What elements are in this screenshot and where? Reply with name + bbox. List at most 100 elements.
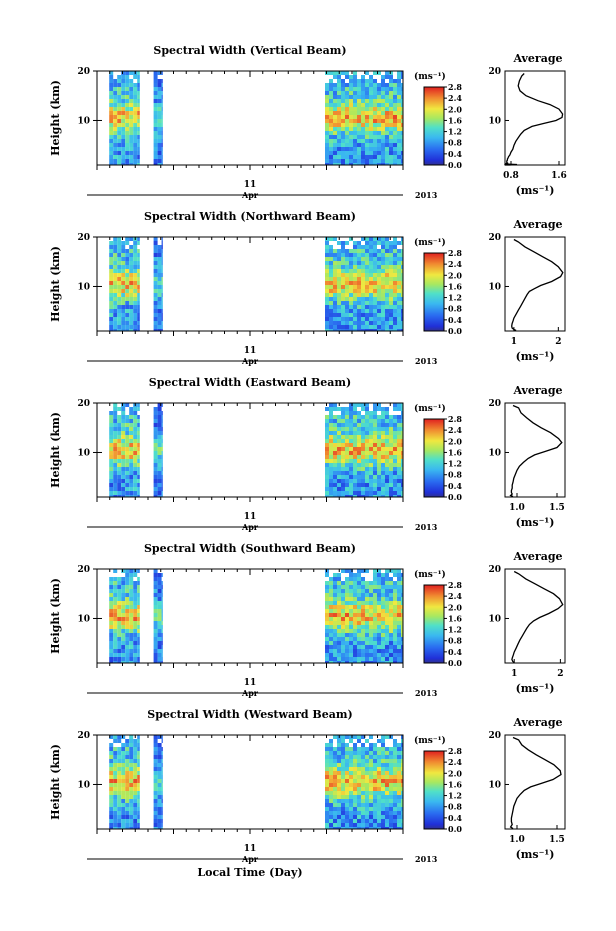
heatmap-cell <box>153 95 158 99</box>
heatmap-cell <box>329 305 333 309</box>
heatmap-cell <box>385 293 389 297</box>
heatmap-cell <box>369 645 373 649</box>
heatmap-cell <box>357 245 361 249</box>
heatmap-cell <box>345 75 349 79</box>
heatmap-cell <box>129 139 134 143</box>
heatmap-cell <box>389 451 393 455</box>
heatmap-cell <box>369 787 373 791</box>
heatmap-cell <box>125 471 130 475</box>
heatmap-cell <box>365 823 369 827</box>
heatmap-cell <box>361 601 365 605</box>
heatmap-cell <box>133 763 138 767</box>
heatmap-cell <box>393 91 397 95</box>
heatmap-cell <box>397 139 401 143</box>
heatmap-cell <box>381 151 385 155</box>
heatmap-cell <box>393 479 397 483</box>
heatmap-cell <box>337 415 341 419</box>
heatmap-cell <box>129 273 134 277</box>
heatmap-cell <box>397 827 401 829</box>
heatmap-cell <box>157 459 162 463</box>
heatmap-cell <box>329 589 333 593</box>
heatmap-cell <box>373 115 377 119</box>
heatmap-cell <box>137 249 140 253</box>
heatmap-cell <box>385 91 389 95</box>
heatmap-cell <box>117 249 122 253</box>
heatmap-cell <box>157 427 162 431</box>
heatmap-cell <box>397 281 401 285</box>
heatmap-cell <box>161 641 163 645</box>
heatmap-cell <box>133 807 138 811</box>
heatmap-cell <box>401 159 403 163</box>
heatmap-cell <box>389 791 393 795</box>
profile-y-tick-label: 10 <box>488 448 501 458</box>
profile-y-tick-label: 10 <box>488 282 501 292</box>
heatmap-cell <box>389 75 393 79</box>
colorbar-tick-label: 2.4 <box>448 425 462 435</box>
heatmap-cell <box>133 495 138 497</box>
heatmap-cell <box>121 795 126 799</box>
heatmap-cell <box>129 159 134 163</box>
heatmap-cell <box>357 799 361 803</box>
heatmap-cell <box>129 755 134 759</box>
heatmap-cell <box>345 91 349 95</box>
heatmap-cell <box>389 637 393 641</box>
heatmap-cell <box>109 645 114 649</box>
heatmap-cell <box>109 787 114 791</box>
heatmap-cell <box>121 819 126 823</box>
heatmap-cell <box>121 629 126 633</box>
heatmap-cell <box>393 467 397 471</box>
heatmap-cell <box>121 87 126 91</box>
heatmap-cell <box>137 649 140 653</box>
heatmap-cell <box>113 799 118 803</box>
heatmap-cell <box>341 771 345 775</box>
heatmap-cell <box>333 811 337 815</box>
heatmap-cell <box>401 759 403 763</box>
heatmap-cell <box>161 491 163 495</box>
heatmap-cell <box>381 633 385 637</box>
heatmap-cell <box>121 269 126 273</box>
heatmap-cell <box>121 645 126 649</box>
heatmap-cell <box>129 107 134 111</box>
heatmap-cell <box>161 127 163 131</box>
heatmap-cell <box>373 653 377 657</box>
heatmap-cell <box>341 475 345 479</box>
heatmap-cell <box>377 99 381 103</box>
heatmap-cell <box>349 87 353 91</box>
heatmap-cell <box>133 115 138 119</box>
heatmap-cell <box>133 641 138 645</box>
heatmap-cell <box>369 495 373 497</box>
heatmap-cell <box>113 751 118 755</box>
heatmap-cell <box>157 491 162 495</box>
heatmap-cell <box>157 759 162 763</box>
heatmap-cell <box>109 775 114 779</box>
heatmap-cell <box>377 767 381 771</box>
heatmap-cell <box>125 743 130 747</box>
heatmap-cell <box>133 277 138 281</box>
heatmap-cell <box>325 605 329 609</box>
heatmap-cell <box>341 419 345 423</box>
heatmap-cell <box>337 823 341 827</box>
heatmap-cell <box>353 819 357 823</box>
heatmap-cell <box>121 423 126 427</box>
heatmap-cell <box>329 435 333 439</box>
profile-line <box>511 238 564 332</box>
heatmap-cell <box>357 657 361 661</box>
heatmap-cell <box>365 739 369 743</box>
heatmap-cell <box>373 103 377 107</box>
heatmap-cell <box>393 807 397 811</box>
heatmap-cell <box>133 601 138 605</box>
heatmap-cell <box>381 431 385 435</box>
heatmap-cell <box>109 127 114 131</box>
heatmap-cell <box>157 471 162 475</box>
heatmap-cell <box>329 131 333 135</box>
heatmap-cell <box>377 163 381 165</box>
heatmap-cell <box>377 597 381 601</box>
heatmap-cell <box>357 329 361 331</box>
heatmap-cell <box>153 483 158 487</box>
heatmap-cell <box>381 427 385 431</box>
heatmap-cell <box>353 313 357 317</box>
heatmap-cell <box>153 649 158 653</box>
heatmap-cell <box>369 755 373 759</box>
heatmap-cell <box>389 459 393 463</box>
heatmap-cell <box>393 103 397 107</box>
